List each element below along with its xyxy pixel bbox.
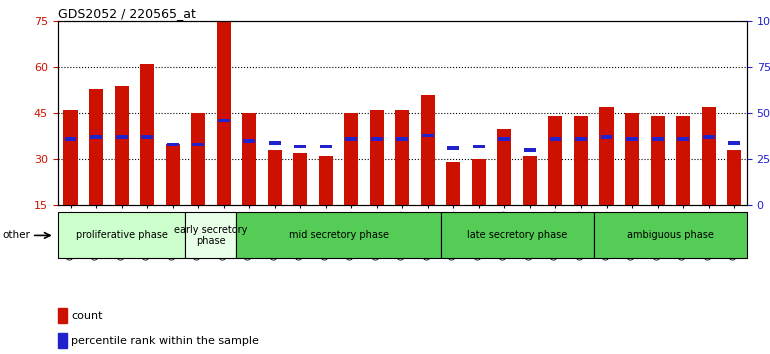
Text: ambiguous phase: ambiguous phase — [627, 230, 714, 240]
FancyBboxPatch shape — [594, 212, 747, 258]
Bar — [243, 139, 255, 143]
Bar — [293, 153, 307, 205]
Bar — [625, 113, 639, 205]
Bar — [63, 110, 78, 205]
Bar — [344, 113, 358, 205]
Bar — [89, 89, 103, 205]
Bar — [294, 144, 306, 148]
Bar — [218, 119, 229, 122]
Bar — [548, 116, 563, 205]
Bar — [140, 64, 154, 205]
Bar — [115, 86, 129, 205]
Bar — [58, 308, 68, 323]
Bar — [319, 156, 333, 205]
Bar — [497, 129, 511, 205]
Bar — [191, 113, 205, 205]
Text: proliferative phase: proliferative phase — [75, 230, 168, 240]
Text: late secretory phase: late secretory phase — [467, 230, 567, 240]
FancyBboxPatch shape — [58, 212, 186, 258]
Text: mid secretory phase: mid secretory phase — [289, 230, 389, 240]
Bar — [166, 144, 179, 205]
FancyBboxPatch shape — [236, 212, 440, 258]
Bar — [601, 135, 612, 139]
Bar — [574, 116, 588, 205]
Bar — [345, 137, 357, 141]
Bar — [524, 148, 536, 152]
Bar — [676, 116, 690, 205]
Bar — [421, 95, 435, 205]
Bar — [523, 156, 537, 205]
Bar — [141, 135, 153, 139]
Bar — [65, 137, 76, 141]
Bar — [268, 150, 282, 205]
Bar — [371, 137, 383, 141]
Bar — [269, 141, 281, 144]
Bar — [242, 113, 256, 205]
Bar — [166, 143, 179, 147]
Bar — [550, 137, 561, 141]
Bar — [472, 159, 486, 205]
Bar — [728, 141, 740, 144]
Bar — [116, 135, 128, 139]
Bar — [90, 135, 102, 139]
Text: early secretory
phase: early secretory phase — [174, 224, 248, 246]
Text: percentile rank within the sample: percentile rank within the sample — [71, 336, 259, 346]
Bar — [447, 147, 460, 150]
Bar — [677, 137, 689, 141]
Bar — [701, 107, 715, 205]
Text: GDS2052 / 220565_at: GDS2052 / 220565_at — [58, 7, 196, 20]
FancyBboxPatch shape — [440, 212, 594, 258]
Text: count: count — [71, 311, 102, 321]
FancyBboxPatch shape — [186, 212, 236, 258]
Bar — [395, 110, 410, 205]
Bar — [575, 137, 587, 141]
Text: other: other — [2, 230, 30, 240]
Bar — [626, 137, 638, 141]
Bar — [216, 21, 231, 205]
Bar — [447, 162, 460, 205]
Bar — [192, 143, 204, 147]
Bar — [473, 144, 485, 148]
Bar — [422, 133, 434, 137]
Bar — [651, 137, 664, 141]
Bar — [703, 135, 715, 139]
Bar — [498, 137, 511, 141]
Bar — [370, 110, 383, 205]
Bar — [397, 137, 408, 141]
Bar — [727, 150, 742, 205]
Bar — [651, 116, 665, 205]
Bar — [58, 333, 68, 348]
Bar — [320, 144, 332, 148]
Bar — [600, 107, 614, 205]
